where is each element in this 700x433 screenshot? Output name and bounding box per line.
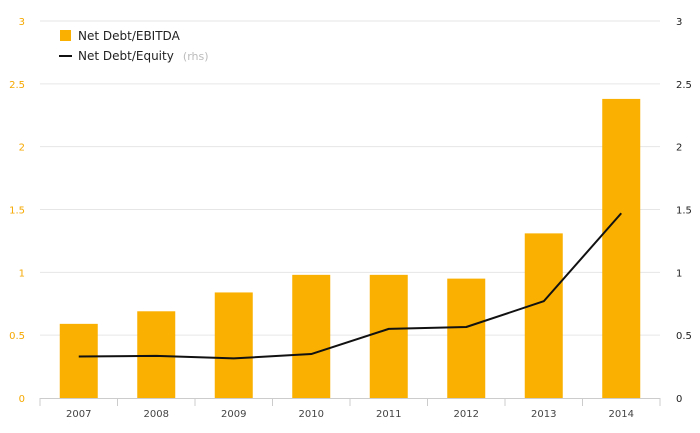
legend: Net Debt/EBITDA Net Debt/Equity (rhs): [59, 29, 209, 64]
bar: [524, 233, 563, 398]
legend-swatch-bar: [60, 30, 71, 41]
y-left-tick-label: 0: [19, 394, 25, 405]
y-left-tick-label: 2: [19, 143, 25, 154]
y-axis-right: 0 0.5 1 1.5 2 2.5 3: [676, 17, 692, 405]
y-right-tick-label: 0: [676, 394, 682, 405]
y-right-tick-label: 1: [676, 268, 682, 279]
svg-text:Net Debt/Equity (rhs): Net Debt/Equity (rhs): [78, 45, 209, 64]
x-tick-label: 2014: [609, 409, 634, 420]
line-series: [78, 212, 623, 360]
y-left-tick-label: 2.5: [9, 80, 25, 91]
x-tick-label: 2008: [144, 409, 169, 420]
y-right-tick-label: 1.5: [676, 206, 692, 217]
x-tick-label: 2012: [454, 409, 479, 420]
y-left-tick-label: 0.5: [9, 331, 25, 342]
bar: [137, 311, 176, 398]
x-axis: 2007 2008 2009 2010 2011 2012 2013 2014: [39, 398, 661, 420]
legend-note-rhs: (rhs): [183, 50, 209, 63]
legend-label-line: Net Debt/Equity: [78, 49, 174, 63]
y-left-tick-label: 1: [19, 268, 25, 279]
y-axis-left: 0 0.5 1 1.5 2 2.5 3: [9, 17, 25, 405]
bars: [59, 98, 641, 398]
y-right-tick-label: 0.5: [676, 331, 692, 342]
x-tick-label: 2009: [221, 409, 246, 420]
x-tick-label: 2013: [531, 409, 556, 420]
y-left-tick-label: 3: [19, 17, 25, 28]
y-right-tick-label: 2: [676, 143, 682, 154]
bar: [447, 278, 486, 398]
bar: [369, 274, 408, 398]
bar: [214, 292, 253, 398]
x-tick-label: 2007: [66, 409, 91, 420]
series-line: [78, 212, 623, 360]
bar: [602, 98, 641, 398]
x-tick-label: 2011: [376, 409, 401, 420]
x-tick-label: 2010: [299, 409, 324, 420]
gridlines: [40, 20, 660, 336]
legend-label-bar: Net Debt/EBITDA: [78, 29, 181, 43]
bar: [292, 274, 331, 398]
y-right-tick-label: 3: [676, 17, 682, 28]
bar: [59, 323, 98, 398]
y-left-tick-label: 1.5: [9, 206, 25, 217]
y-right-tick-label: 2.5: [676, 80, 692, 91]
